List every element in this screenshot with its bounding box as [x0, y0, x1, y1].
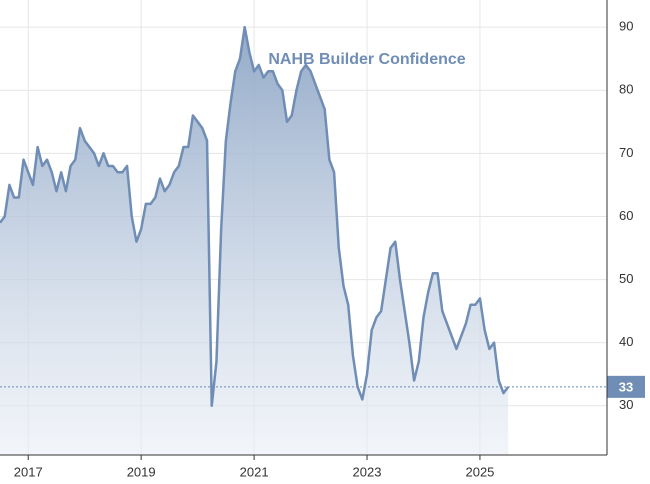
x-tick-label: 2017 — [14, 464, 43, 479]
line — [0, 25, 510, 408]
area-fill — [0, 27, 509, 455]
y-tick-label: 40 — [619, 334, 633, 349]
y-tick-label: 50 — [619, 271, 633, 286]
x-tick-label: 2023 — [353, 464, 382, 479]
x-tick-label: 2021 — [240, 464, 269, 479]
y-tick-label: 30 — [619, 397, 633, 412]
last-value-box — [607, 375, 645, 398]
y-tick-label: 70 — [619, 145, 633, 160]
y-tick-label: 90 — [619, 19, 633, 34]
chart-title: NAHB Builder Confidence — [268, 51, 465, 68]
x-tick-label: 2025 — [465, 464, 494, 479]
y-tick-label: 60 — [619, 208, 633, 223]
x-tick-label: 2019 — [127, 464, 156, 479]
last-value-label: 33 — [619, 379, 633, 394]
y-tick-label: 80 — [619, 82, 633, 97]
